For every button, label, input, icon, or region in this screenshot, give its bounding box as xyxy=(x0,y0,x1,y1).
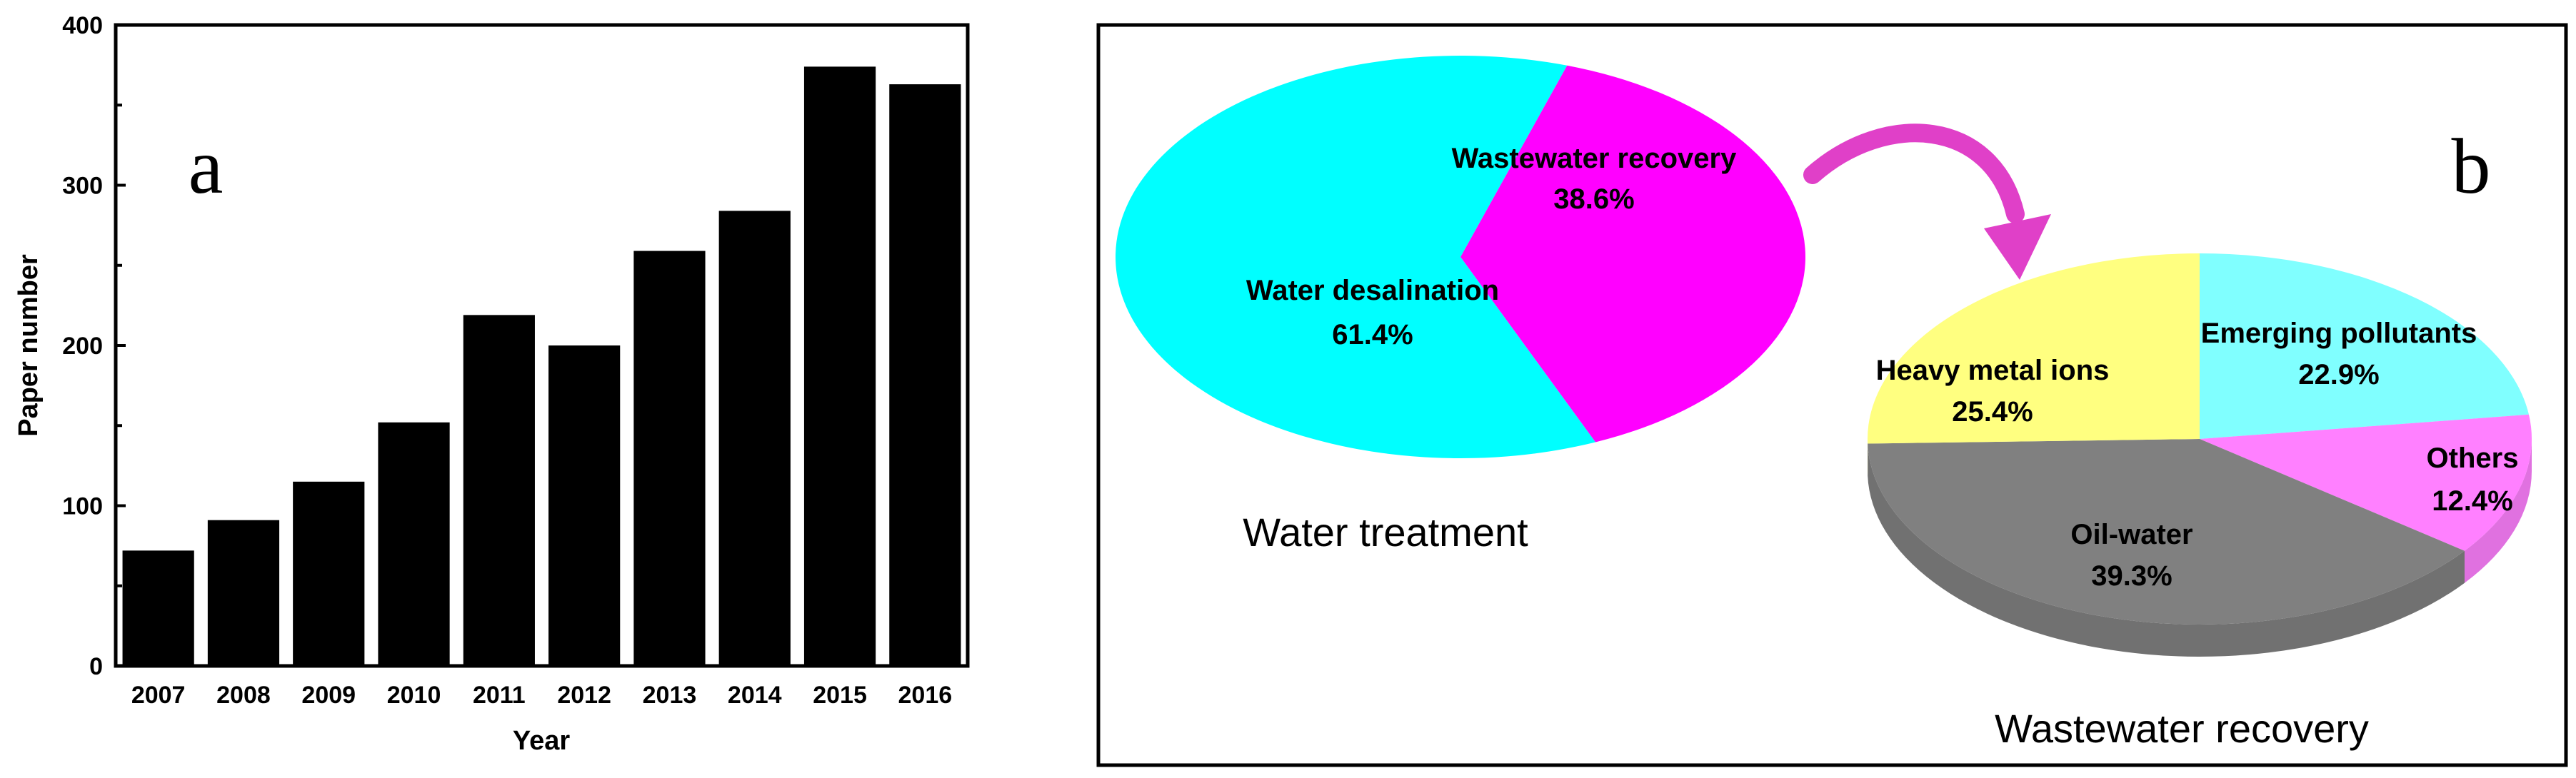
slice-label-oil-water: Oil-water xyxy=(2070,519,2192,550)
y-tick-label-100: 100 xyxy=(62,493,103,520)
x-tick-label-2008: 2008 xyxy=(216,682,271,709)
pie-slice-water-desalination xyxy=(1115,55,1596,458)
slice-percent-oil-water: 39.3% xyxy=(2091,560,2172,592)
panel-b-frame xyxy=(1096,23,2568,767)
wastewater-recovery-pie-labels: Emerging pollutants 22.9% Others 12.4% O… xyxy=(1876,318,2519,592)
x-tick-label-2012: 2012 xyxy=(557,682,611,709)
slice-label-water-desalination: Water desalination xyxy=(1246,275,1499,306)
x-tick-label-2007: 2007 xyxy=(131,682,186,709)
water-treatment-pie-labels: Wastewater recovery 38.6% Water desalina… xyxy=(1246,143,1737,350)
bar-2009 xyxy=(293,481,365,666)
bar-2007 xyxy=(122,550,194,666)
bar-2016 xyxy=(889,84,961,666)
slice-percent-water-desalination: 61.4% xyxy=(1332,319,1413,350)
pie-side-oil-water xyxy=(1868,443,2465,657)
slice-label-heavy-metal-ions: Heavy metal ions xyxy=(1876,355,2110,386)
panel-a-letter: a xyxy=(189,123,224,210)
slice-percent-others: 12.4% xyxy=(2432,485,2512,517)
y-axis-ticks: 0 100 200 300 400 xyxy=(62,12,126,680)
water-treatment-caption: Water treatment xyxy=(1243,510,1528,555)
slice-label-wastewater-recovery: Wastewater recovery xyxy=(1452,143,1737,174)
pie-slice-emerging-pollutants xyxy=(2200,253,2529,439)
slice-percent-emerging-pollutants: 22.9% xyxy=(2298,359,2379,390)
bar-2011 xyxy=(463,315,535,666)
pie-slice-oil-water xyxy=(1868,439,2465,625)
water-treatment-pie xyxy=(1115,55,1805,458)
x-axis-ticks: 2007 2008 2009 2010 2011 2012 2013 2014 2015 2016 xyxy=(131,682,952,709)
wastewater-recovery-caption: Wastewater recovery xyxy=(1995,706,2369,751)
slice-percent-heavy-metal-ions: 25.4% xyxy=(1952,396,2033,428)
pie-slice-others xyxy=(2200,414,2532,551)
pie-slice-wastewater-recovery xyxy=(1460,65,1805,443)
bar-2012 xyxy=(548,345,621,666)
x-tick-label-2014: 2014 xyxy=(728,682,782,709)
bars xyxy=(122,66,961,667)
slice-label-emerging-pollutants: Emerging pollutants xyxy=(2201,318,2477,349)
panel-b-pie-charts: b Wastewater recovery 38.6% Water desali… xyxy=(1096,23,2568,767)
y-tick-label-300: 300 xyxy=(62,173,103,200)
wastewater-recovery-pie xyxy=(1868,253,2532,657)
pie-slice-heavy-metal-ions xyxy=(1868,253,2200,444)
slice-percent-wastewater-recovery: 38.6% xyxy=(1553,183,1634,215)
y-tick-label-200: 200 xyxy=(62,333,103,360)
arrow-shaft xyxy=(1803,123,2025,223)
y-tick-label-400: 400 xyxy=(62,12,103,39)
bar-2010 xyxy=(378,422,450,666)
bar-2008 xyxy=(207,520,280,666)
slice-label-others: Others xyxy=(2427,443,2519,474)
x-tick-label-2011: 2011 xyxy=(473,682,526,709)
panel-b-letter: b xyxy=(2452,123,2491,210)
arrow-head xyxy=(1984,214,2051,280)
pie-side-others xyxy=(2464,439,2532,583)
x-tick-label-2015: 2015 xyxy=(813,682,867,709)
bar-2013 xyxy=(633,251,706,666)
x-tick-label-2016: 2016 xyxy=(898,682,953,709)
y-tick-label-0: 0 xyxy=(89,653,103,680)
x-axis-title: Year xyxy=(513,726,571,756)
x-tick-label-2009: 2009 xyxy=(301,682,356,709)
bar-2015 xyxy=(803,66,876,667)
x-tick-label-2013: 2013 xyxy=(643,682,697,709)
y-axis-title: Paper number xyxy=(14,254,44,437)
x-tick-label-2010: 2010 xyxy=(387,682,441,709)
bar-2014 xyxy=(718,211,791,666)
